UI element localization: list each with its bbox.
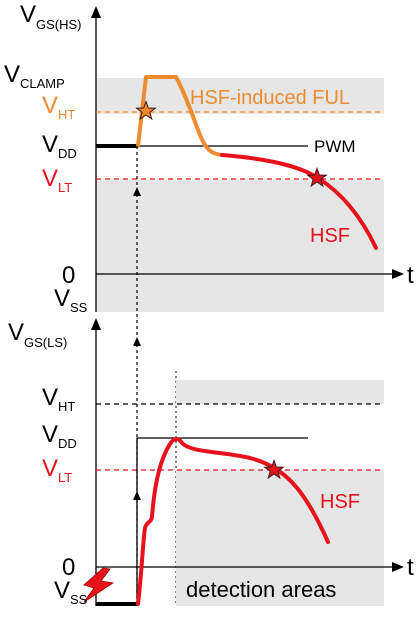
bottom-x-axis-arrow (392, 562, 404, 572)
detection-areas-label: detection areas (186, 577, 336, 602)
top-y-axis-label: VGS(HS) (20, 1, 82, 32)
bottom-lower-detection-area (176, 470, 384, 606)
top-time-label: t (407, 262, 414, 289)
bottom-y-axis-label: VGS(LS) (8, 319, 67, 350)
lightning-bolt-icon (83, 567, 115, 603)
star-marker-icon (135, 100, 157, 121)
top-vdd-label: VDD (42, 131, 77, 161)
bottom-vdd-label: VDD (42, 421, 77, 451)
top-ful-curve (136, 75, 224, 157)
bottom-vlt-label: VLT (42, 455, 72, 485)
top-lower-detection-area (96, 180, 384, 312)
bottom-hsf-label: HSF (320, 491, 360, 513)
bottom-pwm-line (136, 437, 308, 604)
bottom-time-label: t (407, 554, 414, 581)
star-marker-icon (306, 167, 328, 188)
bottom-pwm-arrow (133, 491, 141, 500)
bottom-hsf-curve (136, 437, 330, 606)
top-panel: VGS(HS) VCLAMP VHT VDD VLT 0 VSS t HSF-i… (4, 1, 414, 315)
top-vss-label: VSS (54, 285, 88, 315)
top-y-axis-arrow (91, 6, 101, 18)
guide-arrow-top (133, 187, 141, 196)
guide-arrow-mid (133, 337, 141, 346)
bottom-upper-detection-area (176, 380, 384, 404)
bottom-panel: VGS(LS) VHT VDD VLT 0 VSS t HSF detectio… (8, 318, 414, 607)
bottom-zero-label: 0 (62, 554, 75, 581)
top-vclamp-label: VCLAMP (4, 61, 65, 91)
top-x-axis-arrow (392, 269, 404, 279)
bottom-vss-label: VSS (54, 577, 88, 607)
bottom-vht-label: VHT (42, 384, 75, 414)
ful-label: HSF-induced FUL (190, 87, 350, 109)
top-vlt-label: VLT (42, 165, 72, 195)
pwm-label: PWM (314, 137, 356, 156)
bottom-y-axis-arrow (91, 318, 101, 330)
top-zero-label: 0 (62, 262, 75, 289)
top-vht-label: VHT (42, 92, 75, 122)
top-hsf-label: HSF (310, 225, 350, 247)
star-marker-icon (263, 459, 285, 480)
